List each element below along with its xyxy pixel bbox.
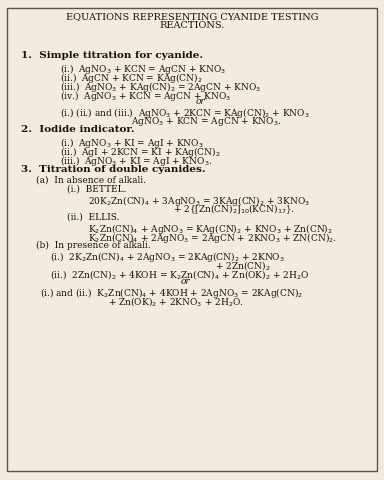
Text: (i.) (ii.) and (iii.)  AgNO$_3$ + 2KCN = KAg(CN)$_2$ + KNO$_3$: (i.) (ii.) and (iii.) AgNO$_3$ + 2KCN = … — [60, 106, 309, 120]
Text: K$_2$Zn(CN)$_4$ + AgNO$_3$ = KAg(CN)$_2$ + KNO$_3$ + Zn(CN)$_2$: K$_2$Zn(CN)$_4$ + AgNO$_3$ = KAg(CN)$_2$… — [88, 221, 333, 235]
Text: 1.  Simple titration for cyanide.: 1. Simple titration for cyanide. — [21, 50, 203, 60]
Text: (i.)  AgNO$_3$ + KCN = AgCN + KNO$_3$: (i.) AgNO$_3$ + KCN = AgCN + KNO$_3$ — [60, 61, 226, 75]
Text: (a)  In absence of alkali.: (a) In absence of alkali. — [36, 175, 146, 184]
Text: K$_2$Zn(CN)$_4$ + 2AgNO$_3$ = 2AgCN + 2KNO$_3$ + ZN(CN)$_2$.: K$_2$Zn(CN)$_4$ + 2AgNO$_3$ = 2AgCN + 2K… — [88, 230, 337, 244]
Text: EQUATIONS REPRESENTING CYANIDE TESTING: EQUATIONS REPRESENTING CYANIDE TESTING — [66, 12, 318, 21]
Text: (ii.)  ELLIS.: (ii.) ELLIS. — [67, 212, 119, 221]
Text: REACTIONS.: REACTIONS. — [159, 21, 225, 30]
Text: 3.  Titration of double cyanides.: 3. Titration of double cyanides. — [21, 165, 206, 174]
Text: (ii.)  AgCN + KCN = KAg(CN)$_2$: (ii.) AgCN + KCN = KAg(CN)$_2$ — [60, 71, 202, 84]
Text: (i.)  BETTEL.: (i.) BETTEL. — [67, 184, 127, 193]
Text: + 2Zn(CN)$_2$: + 2Zn(CN)$_2$ — [215, 259, 270, 272]
Text: + 2{[Zn(CN)$_2$]$_{10}$(KCN)$_{17}$}.: + 2{[Zn(CN)$_2$]$_{10}$(KCN)$_{17}$}. — [173, 203, 295, 216]
Text: (iv.)  AgNO$_3$ + KCN = AgCN + KNO$_3$: (iv.) AgNO$_3$ + KCN = AgCN + KNO$_3$ — [60, 89, 231, 103]
Text: (i.)  2K$_2$Zn(CN)$_4$ + 2AgNO$_3$ = 2KAg(CN)$_2$ + 2KNO$_3$: (i.) 2K$_2$Zn(CN)$_4$ + 2AgNO$_3$ = 2KAg… — [50, 250, 285, 264]
Text: AgNO$_3$ + KCN = AgCN + KNO$_3$.: AgNO$_3$ + KCN = AgCN + KNO$_3$. — [131, 115, 281, 128]
Text: (iii.)  AgNO$_3$ + KI = AgI + KNO$_3$.: (iii.) AgNO$_3$ + KI = AgI + KNO$_3$. — [60, 154, 212, 168]
Text: (i.) and (ii.)  K$_2$Zn(CN)$_4$ + 4KOH + 2AgNO$_3$ = 2KAg(CN)$_2$: (i.) and (ii.) K$_2$Zn(CN)$_4$ + 4KOH + … — [40, 286, 303, 300]
Text: (iii.)  AgNO$_3$ + KAg(CN)$_2$ = 2AgCN + KNO$_3$: (iii.) AgNO$_3$ + KAg(CN)$_2$ = 2AgCN + … — [60, 80, 261, 94]
Text: 20K$_2$Zn(CN)$_4$ + 3AgNO$_3$ = 3KAg(CN)$_2$ + 3KNO$_3$: 20K$_2$Zn(CN)$_4$ + 3AgNO$_3$ = 3KAg(CN)… — [88, 193, 311, 207]
Text: + Zn(OK)$_2$ + 2KNO$_3$ + 2H$_2$O.: + Zn(OK)$_2$ + 2KNO$_3$ + 2H$_2$O. — [108, 295, 243, 308]
Text: (ii.)  2Zn(CN)$_2$ + 4KOH = K$_2$Zn(CN)$_4$ + Zn(OK)$_2$ + 2H$_2$O: (ii.) 2Zn(CN)$_2$ + 4KOH = K$_2$Zn(CN)$_… — [50, 268, 310, 281]
Text: (i.)  AgNO$_3$ + KI = AgI + KNO$_3$: (i.) AgNO$_3$ + KI = AgI + KNO$_3$ — [60, 136, 203, 150]
Text: (ii.)  AgI + 2KCN = KI + KAg(CN)$_2$: (ii.) AgI + 2KCN = KI + KAg(CN)$_2$ — [60, 145, 220, 159]
Text: or: or — [180, 276, 190, 286]
Text: 2.  Iodide indicator.: 2. Iodide indicator. — [21, 125, 135, 134]
Text: (b)  In presence of alkali.: (b) In presence of alkali. — [36, 240, 151, 249]
Text: or: or — [196, 97, 205, 106]
